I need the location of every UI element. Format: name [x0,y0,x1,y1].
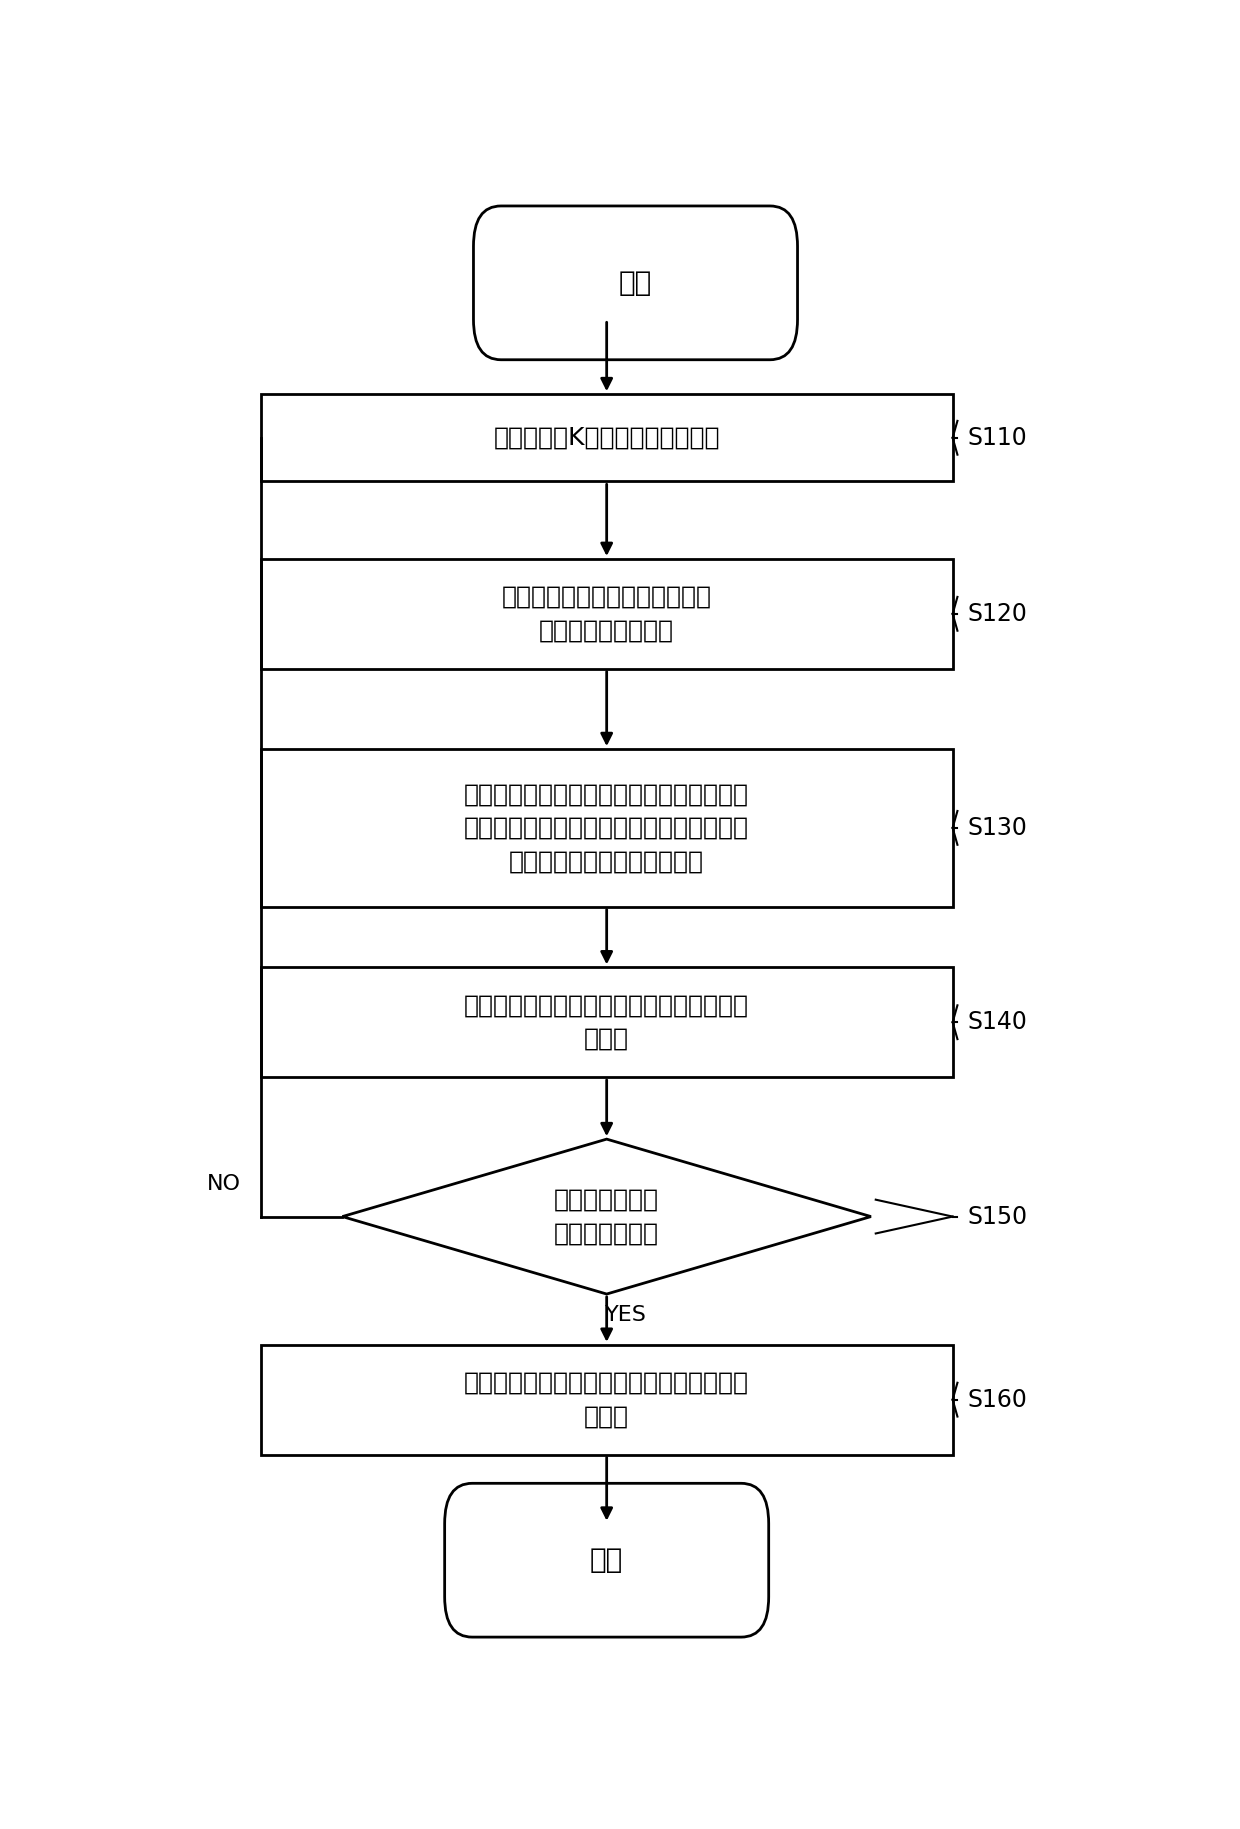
Bar [260,560,952,669]
Text: S110: S110 [967,426,1027,450]
Text: 开始: 开始 [619,269,652,296]
Text: 根据所述字典以及与所述字典对应的系数重
建图像: 根据所述字典以及与所述字典对应的系数重 建图像 [464,993,749,1052]
Text: S140: S140 [967,1010,1027,1033]
Bar [260,393,952,481]
Text: 利用非相关约束的自适应稀疏变换，基于所
述稀疏系数求解出与所述稀疏系数相关的字
典以及与所述字典对应的系数: 利用非相关约束的自适应稀疏变换，基于所 述稀疏系数求解出与所述稀疏系数相关的字 … [464,783,749,874]
Text: S130: S130 [967,816,1027,840]
Bar [260,750,952,907]
FancyBboxPatch shape [474,207,797,360]
Text: 判断重建图像是
否满足终止条件: 判断重建图像是 否满足终止条件 [554,1187,660,1246]
Text: S120: S120 [967,602,1027,626]
Polygon shape [342,1139,870,1295]
Bar [260,1344,952,1454]
FancyBboxPatch shape [445,1483,769,1637]
Text: S160: S160 [967,1388,1027,1412]
Text: 对所述重建的图像进行拟合，得到磁共振参
数图像: 对所述重建的图像进行拟合，得到磁共振参 数图像 [464,1372,749,1428]
Text: 利用固定稀疏变换处理所述初始
图像，得到稀疏系数: 利用固定稀疏变换处理所述初始 图像，得到稀疏系数 [502,585,712,642]
Text: 从欠采样的K空间中获取初始图像: 从欠采样的K空间中获取初始图像 [494,426,720,450]
Text: 结束: 结束 [590,1546,624,1575]
Text: NO: NO [207,1174,242,1194]
Text: YES: YES [605,1306,647,1326]
Text: S150: S150 [967,1205,1027,1229]
Bar [260,968,952,1077]
